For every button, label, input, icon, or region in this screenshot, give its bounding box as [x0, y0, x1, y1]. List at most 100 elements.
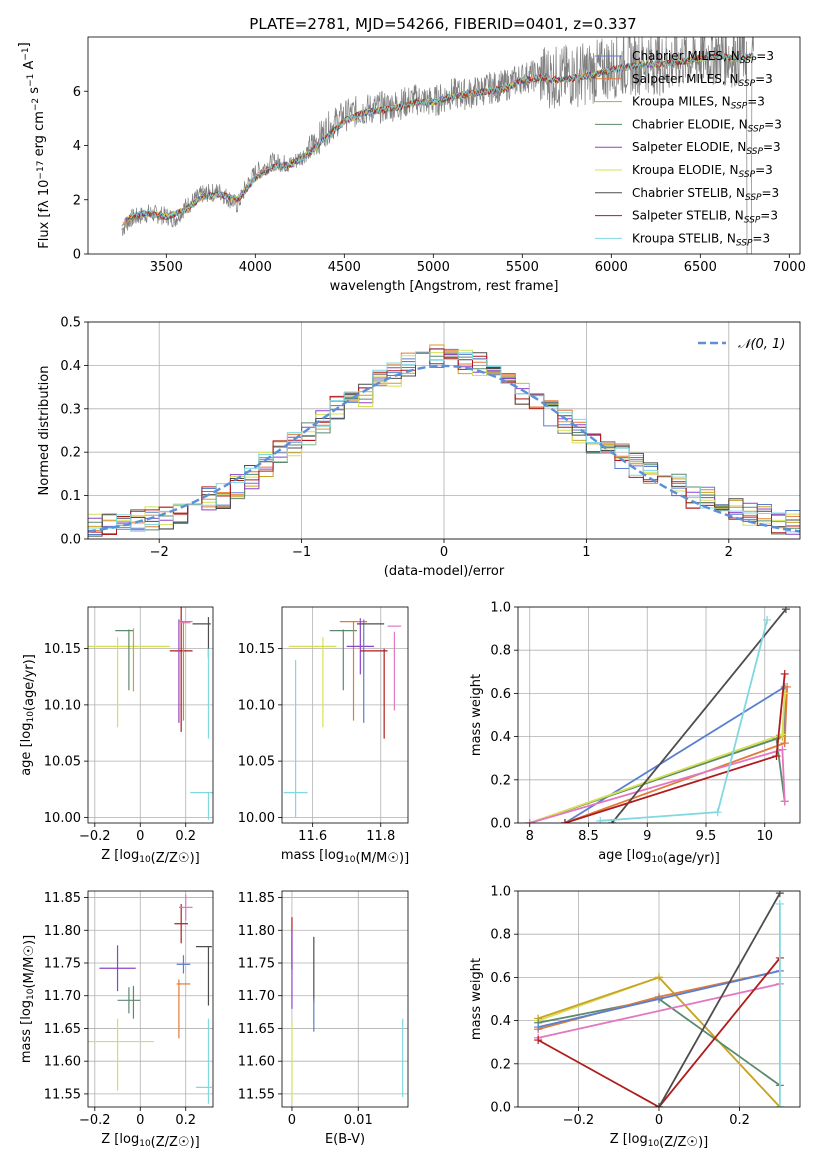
- x-axis-label: mass [log10(M/M☉)]: [281, 848, 409, 866]
- grid: [88, 607, 213, 823]
- y-tick-label: 11.75: [44, 957, 81, 972]
- y-tick-label: 11.85: [44, 891, 81, 906]
- y-axis-label: mass weight: [469, 674, 484, 756]
- y-tick-label: 0.2: [490, 1057, 511, 1072]
- y-tick-label: 0.2: [490, 773, 511, 788]
- y-tick-label: 10.15: [238, 642, 275, 657]
- x-tick-label: 0: [288, 1113, 296, 1128]
- y-tick-label: 11.80: [44, 924, 81, 939]
- y-tick-label: 0.8: [490, 644, 511, 659]
- weight-marker: [781, 607, 790, 614]
- weight-marker: [713, 808, 722, 817]
- chart-spectrum: 3500 4000 4500 5000 5500 6000 6500 7000 0 2 4 6 wave…: [17, 36, 806, 294]
- weight-marker: [525, 819, 534, 823]
- weight-marker: [780, 739, 789, 748]
- chart-mass-weight-vs-age: 8 8.5 9 9.5 10 0.0 0.2 0.4 0.6 0.8 1.0 age [log10(a…: [469, 601, 801, 866]
- x-tick-label: −1: [292, 545, 311, 560]
- x-axis-label: Z [log10(Z/Z☉)]: [101, 848, 199, 866]
- y-tick-label: 11.75: [238, 957, 275, 972]
- x-tick-label: 6500: [684, 260, 717, 275]
- weight-marker: [775, 899, 784, 908]
- y-tick-label: 10.10: [238, 698, 275, 713]
- y-tick-label: 2: [73, 193, 81, 208]
- plot-frame: [87, 606, 214, 824]
- weight-marker: [534, 1036, 543, 1045]
- weight-marker: [772, 752, 781, 761]
- y-tick-label: 0.0: [490, 817, 511, 832]
- plot-frame: [87, 321, 801, 540]
- x-tick-label: 9.5: [696, 829, 717, 844]
- x-tick-label: 6000: [595, 260, 628, 275]
- grid: [518, 606, 800, 824]
- weight-marker: [775, 1103, 784, 1107]
- x-tick-label: 11.6: [298, 829, 327, 844]
- weight-marker: [534, 1023, 543, 1032]
- axes: −0.2 0 0.2 0.0 0.2 0.4 0.6 0.8 1.0 Z [log10(Z/Z☉)…: [469, 885, 801, 1150]
- axes: 11.6 11.8 10.00 10.05 10.10 10.15 mass [log10(…: [238, 606, 409, 866]
- y-tick-label: 11.85: [238, 891, 275, 906]
- y-tick-label: 10.00: [238, 811, 275, 826]
- y-tick-label: 0.2: [60, 446, 81, 461]
- legend-label: Kroupa MILES, NSSP=3: [632, 95, 765, 112]
- legend-label: Chabrier MILES, NSSP=3: [632, 49, 774, 66]
- x-tick-label: 5500: [506, 260, 539, 275]
- y-axis-label: mass weight: [469, 958, 484, 1040]
- plot-area: [88, 344, 800, 537]
- x-tick-label: −0.2: [563, 1113, 595, 1128]
- grid: [282, 891, 408, 1107]
- weight-marker: [778, 745, 787, 754]
- plot-frame: [281, 890, 409, 1108]
- y-tick-label: 1.0: [490, 885, 511, 900]
- y-tick-label: 0.4: [490, 1014, 511, 1029]
- x-tick-label: 0.01: [344, 1113, 373, 1128]
- figure-title: PLATE=2781, MJD=54266, FIBERID=0401, z=0…: [249, 15, 636, 33]
- y-tick-label: 0.0: [60, 533, 81, 548]
- x-tick-label: 0.2: [729, 1113, 750, 1128]
- weight-line-5: [537, 983, 781, 1039]
- x-axis-label: Z [log10(Z/Z☉)]: [610, 1132, 708, 1150]
- plot-frame: [281, 606, 409, 824]
- legend-label: Kroupa STELIB, NSSP=3: [632, 231, 770, 248]
- weight-line-5: [529, 748, 786, 823]
- x-tick-label: 0: [655, 1113, 663, 1128]
- x-tick-label: 2: [725, 545, 733, 560]
- legend-label: Salpeter ELODIE, NSSP=3: [632, 140, 781, 157]
- y-tick-label: 4: [73, 139, 81, 154]
- weight-marker: [783, 682, 792, 691]
- x-tick-label: −0.2: [79, 1113, 111, 1128]
- y-tick-label: 0.0: [490, 1101, 511, 1116]
- y-tick-label: 10.15: [44, 642, 81, 657]
- y-tick-label: 10.00: [44, 811, 81, 826]
- y-tick-label: 11.80: [238, 924, 275, 939]
- legend-label: Salpeter STELIB, NSSP=3: [632, 209, 778, 226]
- plot-frame: [517, 890, 801, 1108]
- y-tick-label: 0.5: [60, 316, 81, 331]
- weight-marker: [780, 797, 789, 806]
- y-axis-label: Flux [fλ 10−17 erg cm−2 s−1 A−1]: [17, 42, 52, 249]
- x-tick-label: 0: [440, 545, 448, 560]
- y-tick-label: 11.60: [44, 1055, 81, 1070]
- y-tick-label: 0.6: [490, 687, 511, 702]
- x-tick-label: −0.2: [79, 829, 111, 844]
- weight-marker: [561, 819, 569, 823]
- y-tick-label: 0: [73, 248, 81, 263]
- x-tick-label: 0.2: [175, 1113, 196, 1128]
- x-tick-label: 9: [643, 829, 651, 844]
- plot-area: [88, 607, 213, 820]
- x-axis-label: (data-model)/error: [384, 564, 505, 579]
- plot-area: [525, 607, 792, 823]
- y-tick-label: 11.60: [238, 1055, 275, 1070]
- x-tick-label: 5000: [417, 260, 450, 275]
- y-tick-label: 1.0: [490, 601, 511, 616]
- y-tick-label: 0.6: [490, 971, 511, 986]
- plot-frame: [517, 606, 801, 824]
- axes: 3500 4000 4500 5000 5500 6000 6500 7000 0 2 4 6 wave…: [17, 36, 806, 294]
- y-axis-label: age [log10(age/yr)]: [19, 654, 37, 776]
- weight-line-6: [537, 957, 781, 1107]
- y-tick-label: 10.10: [44, 698, 81, 713]
- weight-line-2: [529, 693, 786, 823]
- weight-line-4: [529, 693, 786, 823]
- x-tick-label: 8: [526, 829, 534, 844]
- weight-marker: [763, 615, 772, 624]
